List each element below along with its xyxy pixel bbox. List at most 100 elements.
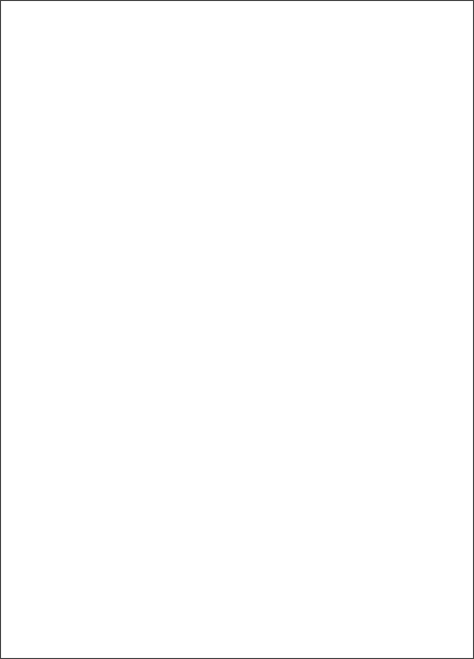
Text: -10.6: -10.6	[149, 112, 174, 123]
Bar	[284, 111, 320, 124]
Text: 6.1: 6.1	[435, 112, 450, 123]
Bar	[0, 0, 474, 56]
Bar	[414, 178, 471, 192]
Text: 40.6: 40.6	[57, 445, 79, 455]
Bar	[39, 56, 97, 70]
Bar	[227, 291, 284, 304]
Bar	[39, 138, 97, 151]
Bar	[133, 223, 190, 237]
Text: 59: 59	[15, 346, 27, 357]
Bar	[320, 498, 377, 511]
Text: 107: 107	[12, 473, 30, 482]
Bar	[97, 304, 133, 318]
Bar	[284, 471, 320, 484]
Bar	[39, 97, 97, 111]
Text: 8.3: 8.3	[435, 166, 450, 176]
Bar	[3, 484, 39, 498]
Text: 5.6: 5.6	[435, 99, 450, 109]
Text: 37: 37	[296, 166, 308, 176]
Bar	[284, 444, 320, 457]
Bar	[39, 457, 97, 471]
Text: 85: 85	[296, 292, 308, 302]
Text: -8.9: -8.9	[152, 153, 171, 163]
Bar	[377, 498, 414, 511]
Bar	[284, 192, 320, 205]
Bar	[284, 416, 320, 430]
Text: -11.7: -11.7	[149, 85, 174, 96]
Bar	[320, 291, 377, 304]
Text: 206: 206	[293, 486, 311, 496]
Bar	[3, 84, 39, 97]
Bar	[3, 56, 39, 70]
Bar	[414, 471, 471, 484]
Text: -17.8: -17.8	[55, 72, 81, 82]
Bar	[39, 237, 97, 250]
Bar	[414, 362, 471, 376]
Text: 48.3: 48.3	[151, 500, 173, 509]
Bar	[3, 209, 39, 223]
Text: 33.9: 33.9	[432, 266, 453, 275]
Text: 66: 66	[109, 306, 121, 316]
Text: 126: 126	[199, 459, 218, 469]
Bar	[320, 111, 377, 124]
Text: 39: 39	[296, 193, 308, 203]
Bar	[133, 291, 190, 304]
Bar	[284, 318, 320, 331]
Bar	[97, 84, 133, 97]
Text: 95: 95	[390, 292, 402, 302]
Text: 17.2: 17.2	[151, 266, 173, 275]
Text: 9: 9	[18, 193, 24, 203]
Text: 89: 89	[296, 346, 308, 357]
Text: °C: °C	[343, 58, 355, 68]
Text: 32.8: 32.8	[432, 239, 453, 248]
Bar	[377, 124, 414, 138]
Text: 116: 116	[106, 459, 124, 469]
Text: 40: 40	[390, 72, 402, 82]
Bar	[3, 264, 39, 277]
Text: 22.8: 22.8	[245, 266, 266, 275]
Text: 43.9: 43.9	[151, 391, 173, 401]
Text: 45.0: 45.0	[151, 418, 173, 428]
Bar	[377, 97, 414, 111]
Text: °F: °F	[296, 364, 308, 374]
Bar	[320, 416, 377, 430]
Text: 123: 123	[199, 418, 218, 428]
Bar	[227, 250, 284, 264]
Text: 100: 100	[12, 378, 30, 387]
Text: Normal human body temperature (Oral):: Normal human body temperature (Oral):	[256, 546, 455, 556]
Bar	[284, 362, 320, 376]
Bar	[39, 498, 97, 511]
Text: 40.0: 40.0	[57, 432, 79, 442]
Bar	[227, 111, 284, 124]
Bar	[377, 178, 414, 192]
Bar	[3, 376, 39, 389]
Text: 93: 93	[390, 266, 402, 275]
Text: 160: 160	[293, 418, 311, 428]
Bar	[320, 362, 377, 376]
Bar	[227, 97, 284, 111]
Bar	[320, 151, 377, 165]
Bar	[190, 250, 227, 264]
Bar	[284, 304, 320, 318]
Bar	[414, 430, 471, 444]
Bar	[377, 362, 414, 376]
Bar	[227, 389, 284, 403]
Text: 46.1: 46.1	[151, 445, 173, 455]
Bar	[3, 457, 39, 471]
Text: 800: 800	[386, 473, 405, 482]
Text: 27.2: 27.2	[338, 239, 360, 248]
Bar	[414, 56, 471, 70]
Bar	[39, 165, 97, 178]
Bar	[377, 389, 414, 403]
Bar	[97, 237, 133, 250]
Text: 73: 73	[202, 266, 215, 275]
Text: 37.2: 37.2	[432, 346, 453, 357]
Text: -5.0: -5.0	[246, 112, 264, 123]
Text: 115: 115	[106, 445, 124, 455]
Bar	[377, 376, 414, 389]
Text: 41.7: 41.7	[57, 473, 79, 482]
Text: 27.8: 27.8	[338, 252, 360, 262]
Bar	[39, 471, 97, 484]
Bar	[3, 471, 39, 484]
Text: °F: °F	[202, 364, 215, 374]
